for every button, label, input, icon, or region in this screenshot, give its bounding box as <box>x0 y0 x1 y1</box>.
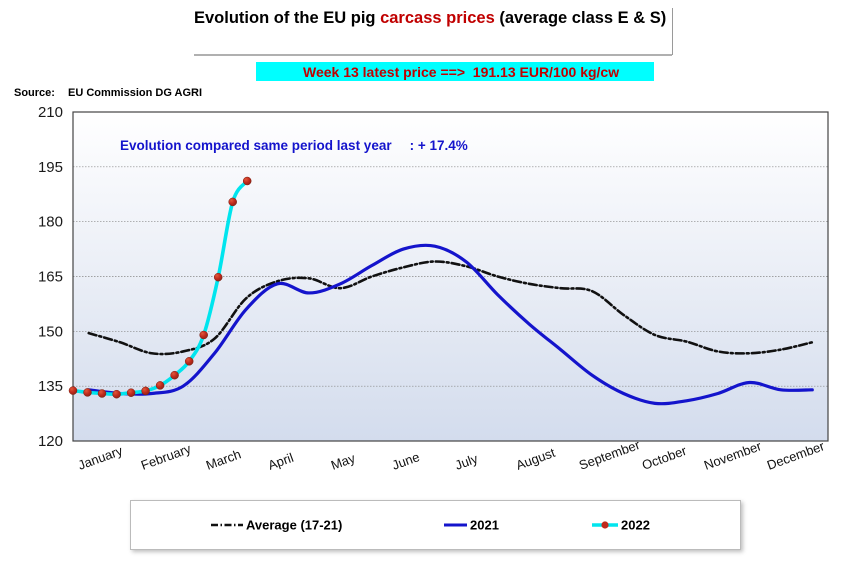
svg-text:195: 195 <box>38 159 63 176</box>
svg-text:April: April <box>266 450 296 473</box>
svg-text:210: 210 <box>38 104 63 121</box>
svg-text:180: 180 <box>38 214 63 231</box>
svg-text:January: January <box>76 443 125 473</box>
svg-text:2022: 2022 <box>621 518 650 533</box>
svg-text:June: June <box>390 449 422 473</box>
svg-text:120: 120 <box>38 433 63 450</box>
svg-text:October: October <box>640 443 689 473</box>
svg-text:2021: 2021 <box>470 518 499 533</box>
svg-text:Average (17-21): Average (17-21) <box>246 518 342 533</box>
svg-text:December: December <box>765 438 827 473</box>
svg-text:July: July <box>453 451 480 473</box>
svg-text:May: May <box>329 450 358 473</box>
svg-text:September: September <box>577 437 643 473</box>
svg-text:November: November <box>702 438 764 473</box>
svg-text:August: August <box>514 445 558 473</box>
svg-text:150: 150 <box>38 323 63 340</box>
svg-text:135: 135 <box>38 378 63 395</box>
svg-text:March: March <box>204 446 243 472</box>
svg-text:Evolution compared same period: Evolution compared same period last year… <box>120 138 468 153</box>
svg-text:February: February <box>139 441 193 473</box>
svg-text:165: 165 <box>38 269 63 286</box>
